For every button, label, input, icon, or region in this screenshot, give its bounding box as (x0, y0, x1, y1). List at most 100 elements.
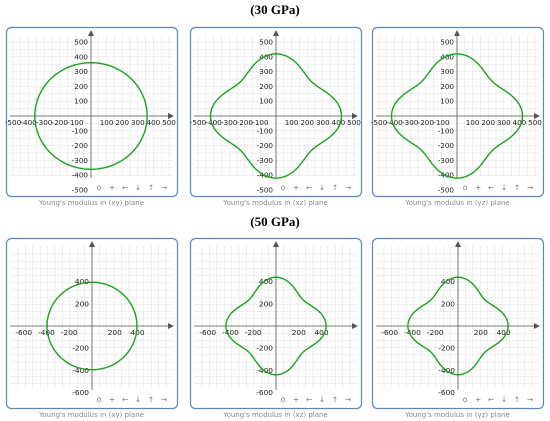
x-tick-label: -400 (205, 118, 222, 127)
y-tick-label: 500 (74, 38, 88, 47)
x-tick-label: -100 (433, 118, 450, 127)
x-axis-arrow (352, 113, 358, 119)
toolbar-button[interactable]: + (109, 183, 115, 192)
toolbar-button[interactable]: ← (122, 395, 128, 404)
y-tick-label: -600 (256, 388, 273, 397)
x-tick-label: -500 (5, 118, 22, 127)
toolbar-button[interactable]: ↓ (501, 183, 507, 192)
x-tick-label: 100 (285, 118, 299, 127)
x-tick-label: 300 (497, 118, 511, 127)
toolbar-button[interactable]: o (281, 183, 286, 192)
toolbar-button[interactable]: o (97, 183, 102, 192)
y-tick-label: -200 (72, 141, 89, 150)
toolbar-button[interactable]: ↓ (135, 395, 141, 404)
youngs-modulus-curve (46, 281, 138, 371)
x-tick-label: 500 (162, 118, 176, 127)
y-tick-label: -100 (438, 126, 455, 135)
x-tick-label: -300 (402, 118, 419, 127)
x-tick-label: -600 (381, 328, 398, 337)
toolbar-button[interactable]: ↓ (319, 183, 325, 192)
y-tick-label: 400 (259, 277, 273, 286)
x-tick-label: -400 (404, 328, 421, 337)
toolbar-button[interactable]: ↑ (514, 395, 520, 404)
y-tick-label: 100 (440, 97, 454, 106)
x-tick-label: -100 (252, 118, 269, 127)
toolbar-button[interactable]: ← (488, 395, 494, 404)
y-tick-label: 400 (75, 277, 89, 286)
plot-caption: Young's modulus in (xy) plane (38, 199, 144, 207)
x-tick-label: 400 (332, 118, 346, 127)
toolbar-button[interactable]: ↑ (332, 183, 338, 192)
x-tick-label: 200 (300, 118, 314, 127)
chart-frame (371, 26, 545, 198)
youngs-modulus-curve (407, 276, 509, 376)
toolbar-button[interactable]: ↓ (501, 395, 507, 404)
toolbar-button[interactable]: ← (122, 183, 128, 192)
x-tick-label: 300 (131, 118, 145, 127)
toolbar-button[interactable]: + (293, 395, 299, 404)
toolbar-button[interactable]: + (109, 395, 115, 404)
plot-caption: Young's modulus in (yz) plane (404, 199, 510, 207)
x-tick-label: -300 (36, 118, 53, 127)
y-tick-label: -500 (72, 186, 89, 195)
x-tick-label: 200 (481, 118, 495, 127)
toolbar-button[interactable]: + (475, 395, 481, 404)
y-tick-label: -200 (72, 344, 89, 353)
x-tick-label: 200 (474, 328, 488, 337)
x-tick-label: -400 (38, 328, 55, 337)
toolbar-button[interactable]: + (475, 183, 481, 192)
x-axis-arrow (352, 323, 358, 329)
y-tick-label: 200 (74, 82, 88, 91)
toolbar-button[interactable]: → (161, 183, 167, 192)
x-tick-label: 500 (528, 118, 542, 127)
youngs-modulus-curve (225, 276, 327, 376)
toolbar-button[interactable]: → (345, 395, 351, 404)
youngs-modulus-curve (390, 53, 524, 179)
y-tick-label: -300 (257, 156, 274, 165)
x-tick-label: 100 (100, 118, 114, 127)
x-tick-label: 400 (513, 118, 527, 127)
toolbar-button[interactable]: ↓ (135, 183, 141, 192)
x-axis-arrow (168, 113, 174, 119)
toolbar-button[interactable]: o (281, 395, 286, 404)
toolbar-button[interactable]: o (463, 183, 468, 192)
toolbar-button[interactable]: ↓ (319, 395, 325, 404)
toolbar-button[interactable]: ↑ (332, 395, 338, 404)
toolbar-button[interactable]: o (463, 395, 468, 404)
x-tick-label: -500 (190, 118, 207, 127)
toolbar-button[interactable]: ← (488, 183, 494, 192)
y-axis-arrow (454, 30, 460, 36)
plot-caption: Young's modulus in (xz) plane (222, 411, 328, 419)
toolbar-button[interactable]: ← (306, 395, 312, 404)
y-tick-label: -200 (438, 344, 455, 353)
chart-panel-4: -600 -400 -200 200 400 400 200 -200 -400 -600 o + ← ↓… (5, 237, 179, 419)
toolbar-button[interactable]: → (161, 395, 167, 404)
toolbar-button[interactable]: ← (306, 183, 312, 192)
y-tick-label: 300 (259, 67, 273, 76)
toolbar-button[interactable]: → (345, 183, 351, 192)
toolbar-button[interactable]: ↑ (148, 183, 154, 192)
x-tick-label: -200 (245, 328, 262, 337)
toolbar-button[interactable]: → (527, 395, 533, 404)
toolbar-button[interactable]: ↑ (514, 183, 520, 192)
x-tick-label: -200 (61, 328, 78, 337)
x-tick-label: 200 (292, 328, 306, 337)
y-tick-label: -300 (438, 156, 455, 165)
toolbar-button[interactable]: o (97, 395, 102, 404)
x-tick-label: 400 (147, 118, 161, 127)
x-tick-label: 200 (108, 328, 122, 337)
y-tick-label: 200 (259, 82, 273, 91)
x-tick-label: -400 (222, 328, 239, 337)
x-tick-label: -200 (418, 118, 435, 127)
y-tick-label: -100 (257, 126, 274, 135)
toolbar-button[interactable]: → (527, 183, 533, 192)
y-tick-label: 200 (440, 82, 454, 91)
toolbar-button[interactable]: + (293, 183, 299, 192)
plot-caption: Young's modulus in (xy) plane (38, 411, 144, 419)
y-tick-label: -200 (256, 344, 273, 353)
y-tick-label: -500 (257, 186, 274, 195)
toolbar-button[interactable]: ↑ (148, 395, 154, 404)
